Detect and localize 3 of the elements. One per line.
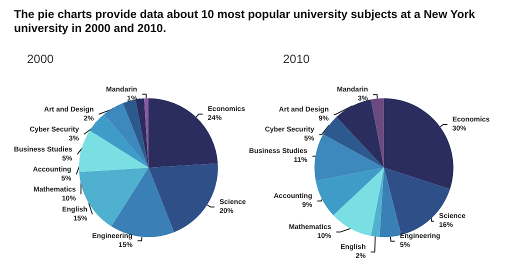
chart-title: 2010 xyxy=(283,52,310,66)
chart-title: 2000 xyxy=(27,52,54,66)
text: The pie charts provide data about 10 most popular university subjects at a New York university in 2000 and 2010. xyxy=(14,8,476,36)
